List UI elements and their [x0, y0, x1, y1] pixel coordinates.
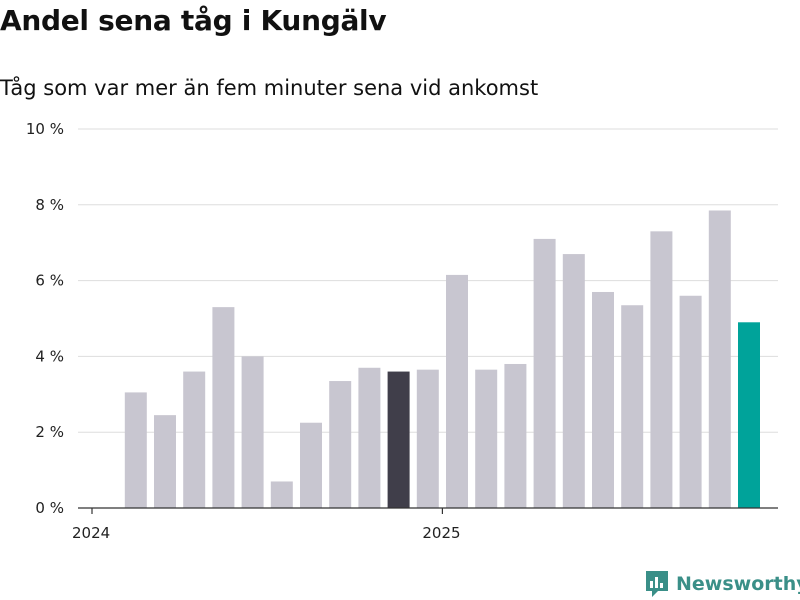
- bar: [621, 305, 644, 508]
- bar: [387, 371, 410, 508]
- x-tick-label: 2024: [72, 524, 110, 542]
- bar: [650, 231, 673, 508]
- x-tick-label: 2025: [422, 524, 460, 542]
- brand-logo: Newsworthy: [644, 568, 800, 600]
- bar: [475, 369, 498, 508]
- y-tick-label: 2 %: [35, 423, 64, 441]
- y-tick-label: 10 %: [26, 120, 64, 138]
- brand-name: Newsworthy: [676, 573, 800, 595]
- bar: [738, 322, 760, 508]
- bar: [154, 415, 176, 508]
- bar: [446, 274, 468, 508]
- newsworthy-logo-icon: [646, 571, 668, 597]
- y-tick-label: 0 %: [35, 499, 64, 517]
- bar: [300, 422, 322, 508]
- chart-title: Andel sena tåg i Kungälv: [0, 4, 387, 37]
- bar-chart: 0 % 2 % 4 % 6 % 8 % 10 % 2024 2025: [26, 120, 778, 542]
- y-tick-label: 8 %: [35, 196, 64, 214]
- bar: [416, 369, 439, 508]
- bar: [212, 307, 235, 508]
- y-tick-label: 6 %: [35, 272, 64, 290]
- bar: [592, 291, 614, 508]
- bar: [183, 371, 206, 508]
- bar: [562, 254, 585, 508]
- bar: [329, 381, 352, 508]
- bar: [533, 238, 556, 508]
- bar: [124, 392, 147, 508]
- bar: [270, 481, 293, 508]
- bar: [708, 210, 731, 509]
- bar: [504, 363, 527, 508]
- chart-subtitle: Tåg som var mer än fem minuter sena vid …: [0, 76, 539, 100]
- bar: [679, 295, 702, 508]
- y-tick-label: 4 %: [35, 347, 64, 365]
- bar: [241, 356, 264, 508]
- bar: [358, 367, 381, 508]
